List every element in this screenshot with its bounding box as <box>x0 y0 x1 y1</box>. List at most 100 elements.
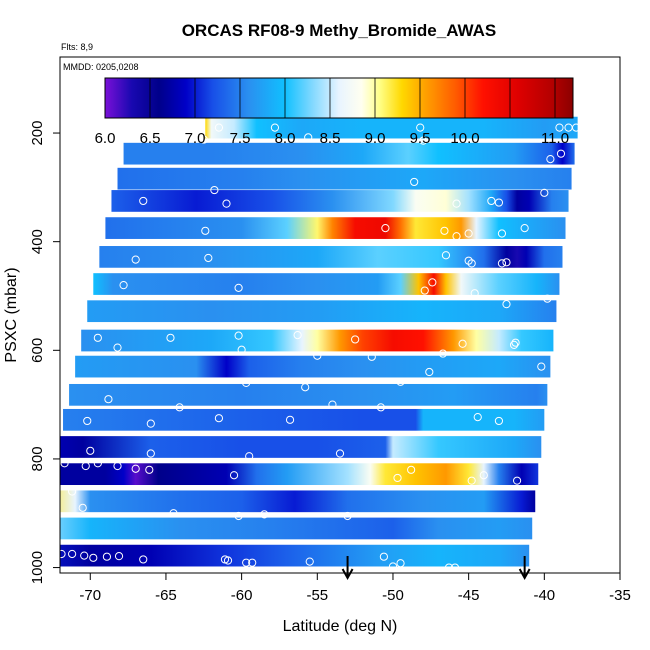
sample-point <box>587 123 596 132</box>
sample-point <box>234 331 243 340</box>
sample-point <box>479 471 488 480</box>
sample-point <box>367 352 376 361</box>
y-tick-label: 800 <box>29 446 46 471</box>
heatmap-strip <box>60 517 533 540</box>
heatmap-strip <box>60 544 530 567</box>
heatmap-strip <box>105 217 566 239</box>
heatmap-strip <box>117 167 572 190</box>
sample-point <box>81 461 90 471</box>
sample-point <box>113 343 122 352</box>
sample-point <box>594 123 603 132</box>
colorbar-tick-label: 8.0 <box>275 130 296 147</box>
x-tick-label: -65 <box>155 587 177 604</box>
sample-point <box>242 558 251 567</box>
sample-point <box>89 553 98 562</box>
colorbar-tick-label: 10.0 <box>450 130 479 147</box>
y-tick-label: 400 <box>29 229 46 254</box>
sample-point <box>234 283 243 292</box>
sample-point <box>234 511 243 521</box>
x-tick-label: -55 <box>306 587 328 604</box>
y-tick-label: 600 <box>29 338 46 363</box>
sample-point <box>473 413 482 422</box>
colorbar-gradient <box>105 78 573 118</box>
sample-point <box>60 549 66 559</box>
colorbar-tick-label: 9.5 <box>410 130 431 147</box>
sample-point <box>579 123 588 132</box>
sample-point <box>146 449 155 458</box>
sample-point <box>260 510 269 519</box>
sample-point <box>214 123 224 132</box>
y-axis: 200 400 600 800 1000 <box>29 121 60 584</box>
heatmap-strip <box>75 355 551 378</box>
sample-point <box>393 473 402 483</box>
sample-point <box>396 377 405 386</box>
sample-point <box>131 255 140 264</box>
sample-point <box>502 300 511 309</box>
sample-point <box>464 229 473 238</box>
y-axis-label: PSXC (mbar) <box>3 267 20 362</box>
colorbar-tick-label: 7.5 <box>230 130 251 147</box>
sample-point <box>83 416 92 426</box>
sample-point <box>381 223 390 233</box>
sample-point <box>139 196 148 206</box>
sample-point <box>199 135 208 144</box>
mmdd-label: MMDD: 0205,0208 <box>63 62 139 72</box>
sample-point <box>248 558 257 567</box>
sample-point <box>537 568 546 573</box>
sample-point <box>438 349 448 358</box>
heatmap-strip <box>205 116 578 139</box>
sample-point <box>305 557 314 566</box>
sample-point <box>497 229 507 238</box>
sample-point <box>511 338 520 347</box>
sample-point <box>494 198 504 207</box>
sample-point <box>114 552 124 561</box>
heatmap-strip <box>60 436 542 458</box>
sample-points <box>60 123 620 573</box>
sample-point <box>502 258 511 267</box>
sample-point <box>379 552 388 561</box>
heatmap-strip <box>87 300 557 323</box>
sample-point <box>68 549 77 559</box>
sample-point <box>270 123 280 132</box>
sample-point <box>487 196 496 206</box>
sample-point <box>444 563 454 572</box>
heatmap-strip <box>93 273 560 295</box>
sample-point <box>113 461 122 471</box>
colorbar-tick-label: 8.5 <box>320 130 341 147</box>
sample-point <box>229 471 239 480</box>
heatmap-strip <box>60 490 536 513</box>
heatmap-strips <box>60 116 578 567</box>
colorbar: 6.0 6.5 7.0 7.5 8.0 8.5 9.0 9.5 10.0 11.0 <box>95 77 574 147</box>
sample-point <box>146 419 155 428</box>
sample-point <box>458 339 467 348</box>
heatmap-strip <box>99 246 563 268</box>
sample-point <box>614 123 620 132</box>
sample-point <box>80 551 89 560</box>
y-tick-label: 200 <box>29 121 46 146</box>
sample-point <box>222 199 231 208</box>
sample-point <box>93 459 102 468</box>
sample-point <box>223 556 233 565</box>
colorbar-tick-label: 7.0 <box>185 130 206 147</box>
sample-point <box>68 487 77 496</box>
heatmap-strip <box>63 408 545 431</box>
sample-point <box>285 415 295 424</box>
sample-point <box>555 123 564 132</box>
sample-point <box>78 503 87 512</box>
sample-point <box>60 459 69 468</box>
x-tick-label: -50 <box>382 587 404 604</box>
heatmap-strip <box>60 463 539 486</box>
sample-point <box>86 446 95 455</box>
sample-point <box>376 403 385 412</box>
sample-point <box>328 400 337 409</box>
sample-point <box>175 403 184 412</box>
sample-point <box>450 563 460 572</box>
sample-point <box>104 395 113 404</box>
sample-point <box>467 476 476 485</box>
sample-point <box>419 136 428 145</box>
sample-point <box>77 225 86 234</box>
sample-point <box>546 155 555 164</box>
sample-point <box>440 226 449 235</box>
sample-point <box>351 335 360 344</box>
sample-point <box>313 351 322 360</box>
